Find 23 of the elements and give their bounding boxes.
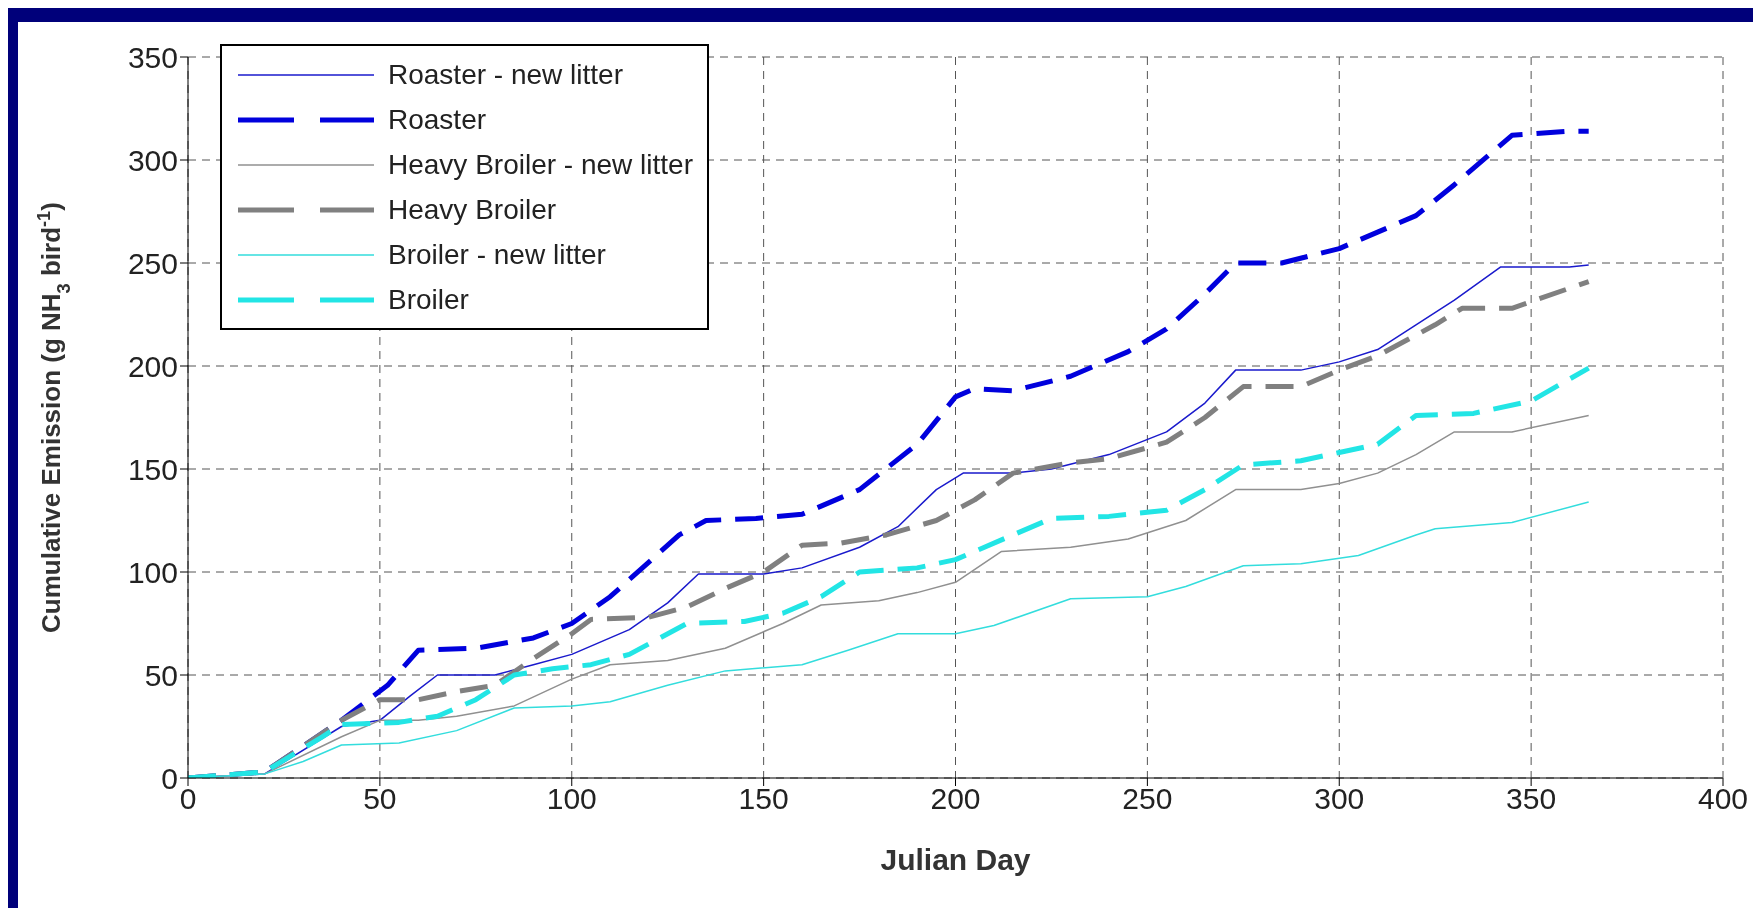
legend-label: Roaster - new litter (388, 58, 623, 92)
y-tick-label: 50 (144, 658, 178, 692)
x-tick-label: 100 (546, 782, 597, 816)
y-tick-label: 250 (127, 246, 178, 280)
x-tick-label: 350 (1506, 782, 1557, 816)
legend-label: Broiler - new litter (388, 238, 606, 272)
x-tick-label: 300 (1314, 782, 1365, 816)
x-axis-title: Julian Day (880, 843, 1031, 876)
y-tick-label: 350 (127, 40, 178, 74)
legend-label: Heavy Broiler - new litter (388, 148, 693, 182)
legend-label: Heavy Broiler (388, 193, 557, 227)
y-tick-label: 150 (127, 452, 178, 486)
x-tick-label: 250 (1122, 782, 1173, 816)
x-tick-label: 400 (1697, 782, 1749, 816)
y-tick-label: 0 (161, 761, 178, 795)
y-tick-label: 300 (127, 143, 178, 177)
x-tick-label: 200 (930, 782, 981, 816)
x-tick-label: 50 (363, 782, 397, 816)
y-tick-label: 200 (127, 349, 178, 383)
x-tick-label: 150 (738, 782, 789, 816)
legend-label: Broiler (388, 283, 469, 317)
y-tick-label: 100 (127, 555, 178, 589)
legend-label: Roaster (388, 103, 487, 137)
